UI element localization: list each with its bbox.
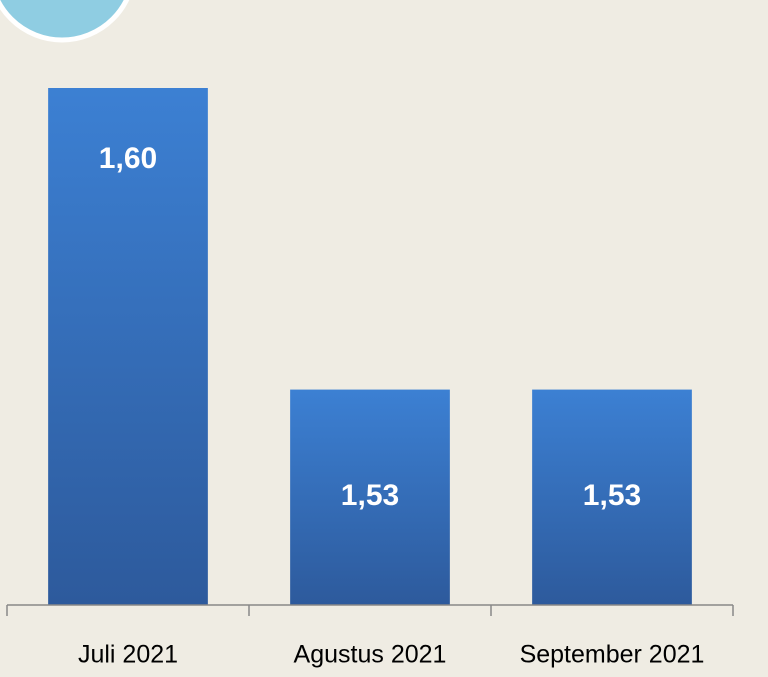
value-label: 1,60 bbox=[99, 142, 157, 175]
decor-circle bbox=[0, 0, 130, 43]
x-tick-label: Agustus 2021 bbox=[294, 641, 447, 669]
bar bbox=[532, 389, 692, 605]
x-tick-label: September 2021 bbox=[520, 641, 705, 669]
value-label: 1,53 bbox=[341, 479, 399, 512]
bar bbox=[290, 389, 450, 605]
bar bbox=[48, 88, 208, 605]
x-tick-label: Juli 2021 bbox=[78, 641, 178, 669]
value-label: 1,53 bbox=[583, 479, 641, 512]
